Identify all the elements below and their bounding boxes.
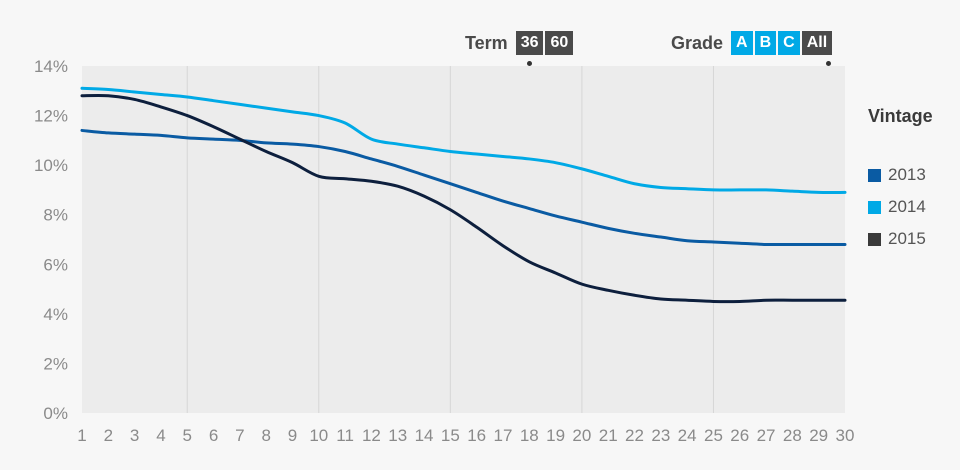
term-36-button[interactable]: 36 (515, 31, 544, 55)
x-tick-label: 19 (546, 426, 565, 445)
legend-swatch-2014 (868, 200, 881, 214)
x-tick-label: 24 (678, 426, 697, 445)
x-tick-label: 8 (261, 426, 270, 445)
grade-c-button[interactable]: C (778, 31, 800, 55)
y-tick-label: 0% (43, 404, 68, 423)
x-tick-label: 17 (494, 426, 513, 445)
x-tick-label: 14 (415, 426, 434, 445)
x-tick-label: 28 (783, 426, 802, 445)
legend-label-2015: 2015 (888, 229, 926, 248)
y-axis: 0% 2% 4% 6% 8% 10% 12% 14% (34, 57, 68, 423)
series-line-2013 (80, 128, 847, 247)
x-tick-label: 5 (183, 426, 192, 445)
x-tick-label: 11 (336, 426, 354, 445)
term-marker-dot (527, 61, 532, 66)
y-tick-label: 2% (43, 354, 68, 373)
grade-a-button[interactable]: A (731, 31, 753, 55)
x-tick-label: 25 (704, 426, 723, 445)
grade-label: Grade (671, 32, 724, 53)
x-tick-label: 10 (309, 426, 328, 445)
series-line-2014 (80, 86, 847, 194)
grade-b-button[interactable]: B (754, 31, 777, 55)
series-line-2015 (80, 93, 847, 304)
x-tick-label: 7 (235, 426, 244, 445)
x-tick-label: 15 (441, 426, 460, 445)
x-tick-label: 1 (77, 426, 86, 445)
x-tick-label: 2 (104, 426, 113, 445)
legend-item-2014[interactable]: 2014 (868, 191, 933, 223)
x-tick-label: 6 (209, 426, 218, 445)
y-tick-label: 10% (34, 156, 68, 175)
x-tick-label: 18 (520, 426, 539, 445)
x-tick-label: 3 (130, 426, 139, 445)
y-tick-label: 8% (43, 206, 68, 225)
legend-item-2013[interactable]: 2013 (868, 159, 933, 191)
legend: Vintage 2013 2014 2015 (868, 106, 933, 255)
x-tick-label: 23 (651, 426, 670, 445)
legend-swatch-2013 (868, 168, 881, 182)
series-lines (80, 86, 847, 304)
x-tick-label: 30 (836, 426, 855, 445)
legend-item-2015[interactable]: 2015 (868, 223, 933, 255)
y-tick-label: 14% (34, 57, 68, 76)
x-tick-label: 12 (362, 426, 381, 445)
x-tick-label: 22 (625, 426, 644, 445)
x-tick-label: 20 (572, 426, 591, 445)
x-tick-label: 26 (730, 426, 749, 445)
x-tick-label: 9 (288, 426, 297, 445)
x-tick-label: 21 (599, 426, 618, 445)
x-tick-label: 16 (467, 426, 486, 445)
x-axis: 1 2 3 4 5 6 7 8 9 10 11 12 13 14 15 16 17 18 19 20 21 22 23 24 2… (77, 426, 854, 445)
y-tick-label: 6% (43, 255, 68, 274)
legend-title: Vintage (868, 106, 933, 126)
term-60-button[interactable]: 60 (545, 31, 574, 55)
term-label: Term (465, 32, 508, 53)
grade-selector: Grade A B C All (671, 31, 833, 55)
legend-label-2013: 2013 (888, 165, 926, 184)
grade-all-button[interactable]: All (801, 31, 833, 55)
x-tick-label: 27 (757, 426, 776, 445)
y-tick-label: 12% (34, 107, 68, 126)
x-tick-label: 4 (156, 426, 165, 445)
legend-swatch-2015 (868, 232, 881, 246)
legend-label-2014: 2014 (888, 197, 926, 216)
x-tick-label: 13 (388, 426, 407, 445)
term-selector: Term 36 60 (465, 31, 574, 55)
y-tick-label: 4% (43, 305, 68, 324)
x-tick-label: 29 (809, 426, 828, 445)
grid-lines (186, 66, 714, 413)
grade-marker-dot (826, 61, 831, 66)
